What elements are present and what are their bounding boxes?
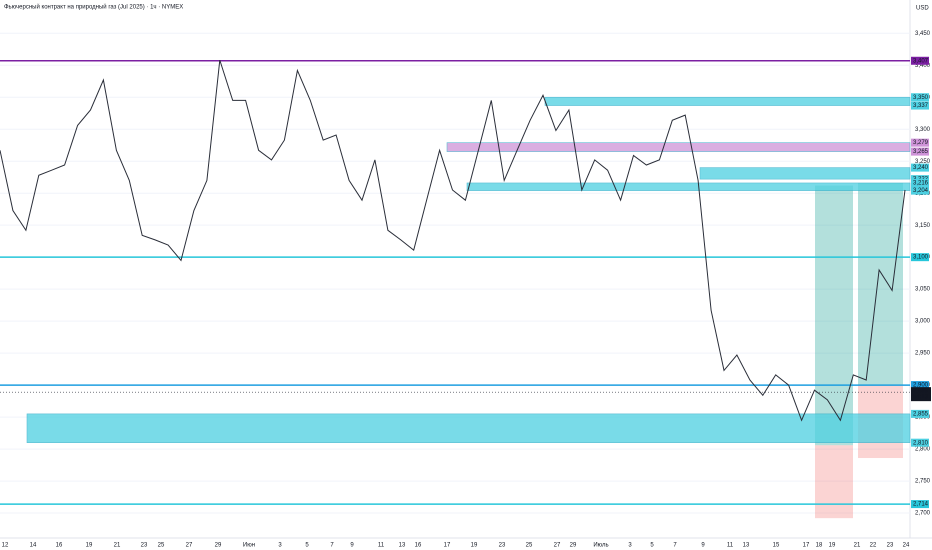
y-tick-label: 3,400 [915, 63, 931, 69]
price-label: 2,855 [913, 411, 929, 417]
x-tick-label: 9 [701, 543, 705, 549]
x-tick-label: 22 [870, 543, 877, 549]
x-tick-label: 11 [727, 543, 734, 549]
price-label: 2,714 [913, 502, 929, 508]
x-tick-label: 5 [650, 543, 654, 549]
x-tick-label: 23 [499, 543, 506, 549]
price-label-bg [911, 186, 929, 195]
x-tick-label: 19 [86, 543, 93, 549]
y-tick-label: 2,950 [915, 351, 931, 357]
x-tick-label: 12 [2, 543, 9, 549]
price-label: 3,216 [913, 181, 929, 187]
x-tick-label: Июн [243, 543, 255, 549]
x-tick-label: 29 [215, 543, 222, 549]
y-tick-label: 3,250 [915, 159, 931, 165]
price-label: 3,407 [913, 58, 929, 64]
price-label-bg [911, 387, 931, 402]
x-tick-label: 18 [816, 543, 823, 549]
x-tick-label: 9 [350, 543, 354, 549]
x-tick-label: 23 [141, 543, 148, 549]
x-tick-label: 3 [628, 543, 632, 549]
x-tick-label: 27 [186, 543, 193, 549]
price-label: 2,900 [913, 383, 929, 389]
price-label: 3,337 [913, 103, 929, 109]
price-line [0, 59, 906, 422]
x-tick-label: 16 [415, 543, 422, 549]
y-tick-label: 3,050 [915, 287, 931, 293]
price-label-bg [911, 93, 929, 102]
price-label-bg [911, 138, 929, 147]
x-tick-label: 17 [803, 543, 810, 549]
y-tick-label: 3,150 [915, 223, 931, 229]
price-label-bg [911, 178, 929, 187]
x-tick-label: 21 [854, 543, 861, 549]
x-tick-label: Июль [593, 543, 608, 549]
zone [26, 413, 911, 443]
currency: USD [916, 6, 929, 12]
x-tick-label: 25 [526, 543, 533, 549]
price-label: 3,100 [913, 255, 929, 261]
price-label-bg [911, 253, 929, 262]
position-stop [815, 445, 853, 519]
price-label-bg [911, 101, 929, 110]
x-tick-label: 13 [399, 543, 406, 549]
x-tick-label: 11 [378, 543, 385, 549]
y-tick-label: 3,300 [915, 127, 931, 133]
y-tick-label: 3,000 [915, 319, 931, 325]
x-tick-label: 19 [829, 543, 836, 549]
countdown: 54:13 [913, 395, 929, 401]
price-label: 3,265 [913, 149, 929, 155]
zone [699, 167, 911, 180]
zone [544, 96, 911, 106]
chart-title: Фьючерсный контракт на природный газ (Ju… [4, 4, 183, 11]
price-label-bg [911, 163, 929, 172]
y-tick-label: 3,450 [915, 31, 931, 37]
price-label-bg [911, 56, 929, 65]
y-tick-label: 2,750 [915, 479, 931, 485]
price-label: 3,240 [913, 165, 929, 171]
price-label-bg [911, 409, 929, 418]
price-label-bg [911, 147, 929, 156]
x-tick-label: 14 [30, 543, 37, 549]
zone [446, 142, 911, 152]
price-label: 3,279 [913, 140, 929, 146]
price-label: 2,810 [913, 440, 929, 446]
zone [466, 182, 911, 191]
price-label-bg [911, 500, 929, 509]
x-tick-label: 15 [773, 543, 780, 549]
x-tick-label: 3 [278, 543, 282, 549]
x-tick-label: 7 [330, 543, 334, 549]
position-target [858, 182, 903, 386]
x-tick-label: 5 [305, 543, 309, 549]
y-tick-label: 2,800 [915, 447, 931, 453]
x-tick-label: 27 [554, 543, 561, 549]
price-label: 3,204 [913, 188, 929, 194]
position-target [815, 185, 853, 446]
y-tick-label: 2,700 [915, 511, 931, 517]
x-tick-label: 16 [56, 543, 63, 549]
x-tick-label: 29 [570, 543, 577, 549]
x-tick-label: 25 [158, 543, 165, 549]
x-tick-label: 13 [743, 543, 750, 549]
x-tick-label: 21 [114, 543, 121, 549]
price-label-bg [911, 438, 929, 447]
price-label: 3,350 [913, 95, 929, 101]
x-tick-label: 24 [903, 543, 910, 549]
x-tick-label: 17 [444, 543, 451, 549]
price-label: 2,889 [913, 389, 929, 395]
price-label-bg [911, 381, 929, 390]
x-tick-label: 19 [471, 543, 478, 549]
x-tick-label: 7 [673, 543, 677, 549]
x-tick-label: 23 [887, 543, 894, 549]
